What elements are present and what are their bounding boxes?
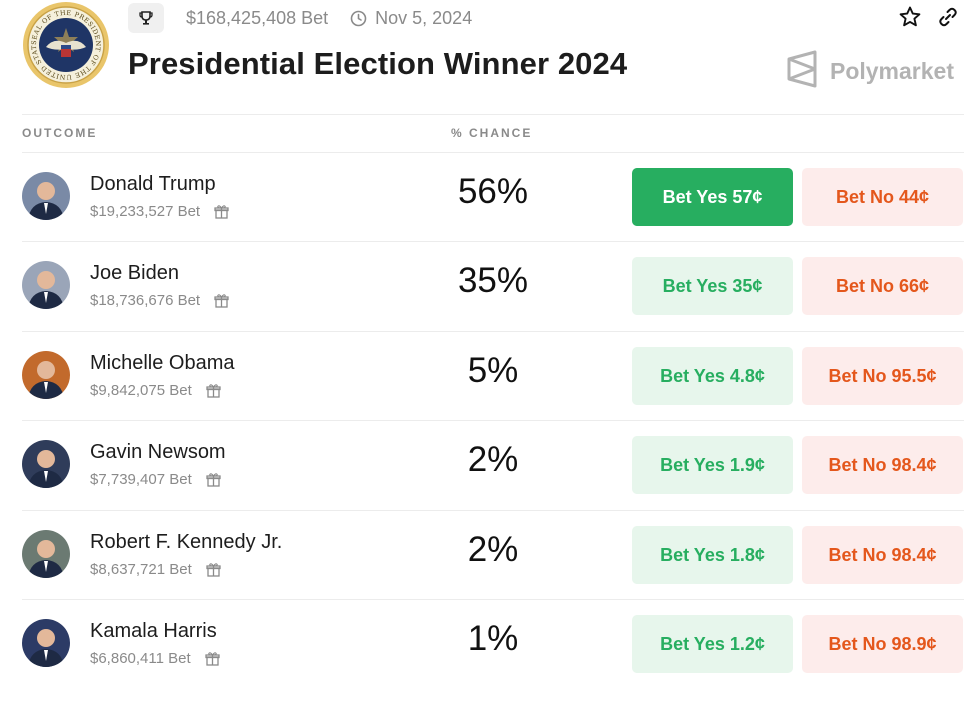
polymarket-logo: Polymarket [786, 50, 954, 93]
candidate-name: Michelle Obama [90, 352, 235, 374]
bet-no-button[interactable]: Bet No 95.5¢ [802, 347, 963, 405]
candidate-bet-volume: $18,736,676 Bet [90, 292, 201, 309]
polymarket-logo-icon [786, 50, 818, 93]
candidate-chance: 2% [467, 440, 519, 479]
bet-no-button[interactable]: Bet No 98.9¢ [802, 615, 963, 673]
star-icon[interactable] [898, 5, 922, 29]
column-header-chance: % CHANCE [451, 126, 533, 140]
candidate-name: Robert F. Kennedy Jr. [90, 531, 283, 553]
outcome-row[interactable]: Gavin Newsom $7,739,407 Bet 2% Bet Yes 1… [22, 420, 964, 509]
candidate-avatar[interactable] [22, 351, 70, 399]
candidate-bet-volume: $8,637,721 Bet [90, 561, 192, 578]
bet-yes-button[interactable]: Bet Yes 1.8¢ [632, 526, 793, 584]
outcome-row[interactable]: Michelle Obama $9,842,075 Bet 5% Bet Yes… [22, 331, 964, 420]
bet-no-button[interactable]: Bet No 66¢ [802, 257, 963, 315]
market-end-date: Nov 5, 2024 [375, 7, 473, 28]
candidate-chance: 1% [467, 619, 519, 658]
candidate-name: Joe Biden [90, 262, 179, 284]
row-divider [22, 510, 964, 511]
gift-icon[interactable] [205, 651, 220, 666]
candidate-bet-volume: $6,860,411 Bet [90, 650, 191, 667]
gift-icon[interactable] [206, 472, 221, 487]
candidate-avatar[interactable] [22, 530, 70, 578]
bet-no-button[interactable]: Bet No 98.4¢ [802, 526, 963, 584]
candidate-chance: 56% [457, 172, 529, 211]
clock-icon [350, 10, 367, 27]
outcome-row[interactable]: Joe Biden $18,736,676 Bet 35% Bet Yes 35… [22, 241, 964, 330]
row-divider [22, 331, 964, 332]
gift-icon[interactable] [214, 293, 229, 308]
row-divider [22, 599, 964, 600]
candidate-avatar[interactable] [22, 440, 70, 488]
column-header-outcome: OUTCOME [22, 126, 98, 140]
candidate-bet-volume: $19,233,527 Bet [90, 203, 201, 220]
candidate-avatar[interactable] [22, 261, 70, 309]
candidate-chance: 2% [467, 530, 519, 569]
market-header: SEAL OF THE PRESIDENT OF THE UNITED STAT… [0, 0, 980, 114]
outcome-row[interactable]: Donald Trump $19,233,527 Bet 56% Bet Yes… [22, 152, 964, 241]
bet-yes-button[interactable]: Bet Yes 4.8¢ [632, 347, 793, 405]
candidate-chance: 5% [467, 351, 519, 390]
candidate-avatar[interactable] [22, 619, 70, 667]
market-volume: $168,425,408 Bet [186, 7, 329, 28]
candidate-bet-volume: $9,842,075 Bet [90, 382, 192, 399]
row-divider [22, 241, 964, 242]
outcome-row[interactable]: Robert F. Kennedy Jr. $8,637,721 Bet 2% … [22, 510, 964, 599]
bet-yes-button[interactable]: Bet Yes 57¢ [632, 168, 793, 226]
candidate-avatar[interactable] [22, 172, 70, 220]
polymarket-brand-name: Polymarket [829, 58, 954, 84]
page-title: Presidential Election Winner 2024 [128, 46, 628, 81]
candidate-name: Kamala Harris [90, 620, 217, 642]
bet-yes-button[interactable]: Bet Yes 35¢ [632, 257, 793, 315]
header-divider [22, 114, 964, 115]
bet-yes-button[interactable]: Bet Yes 1.9¢ [632, 436, 793, 494]
outcome-row[interactable]: Kamala Harris $6,860,411 Bet 1% Bet Yes … [22, 599, 964, 688]
bet-no-button[interactable]: Bet No 44¢ [802, 168, 963, 226]
presidential-seal-icon: SEAL OF THE PRESIDENT OF THE UNITED STAT… [19, 0, 110, 89]
table-divider [22, 152, 964, 153]
link-icon[interactable] [936, 5, 960, 29]
gift-icon[interactable] [206, 383, 221, 398]
row-divider [22, 420, 964, 421]
gift-icon[interactable] [214, 204, 229, 219]
gift-icon[interactable] [206, 562, 221, 577]
bet-no-button[interactable]: Bet No 98.4¢ [802, 436, 963, 494]
candidate-name: Donald Trump [90, 173, 216, 195]
candidate-chance: 35% [457, 261, 529, 300]
candidate-name: Gavin Newsom [90, 441, 226, 463]
market-meta: $168,425,408 Bet Nov 5, 2024 [128, 3, 472, 33]
bet-yes-button[interactable]: Bet Yes 1.2¢ [632, 615, 793, 673]
trophy-icon[interactable] [128, 3, 164, 33]
candidate-bet-volume: $7,739,407 Bet [90, 471, 192, 488]
